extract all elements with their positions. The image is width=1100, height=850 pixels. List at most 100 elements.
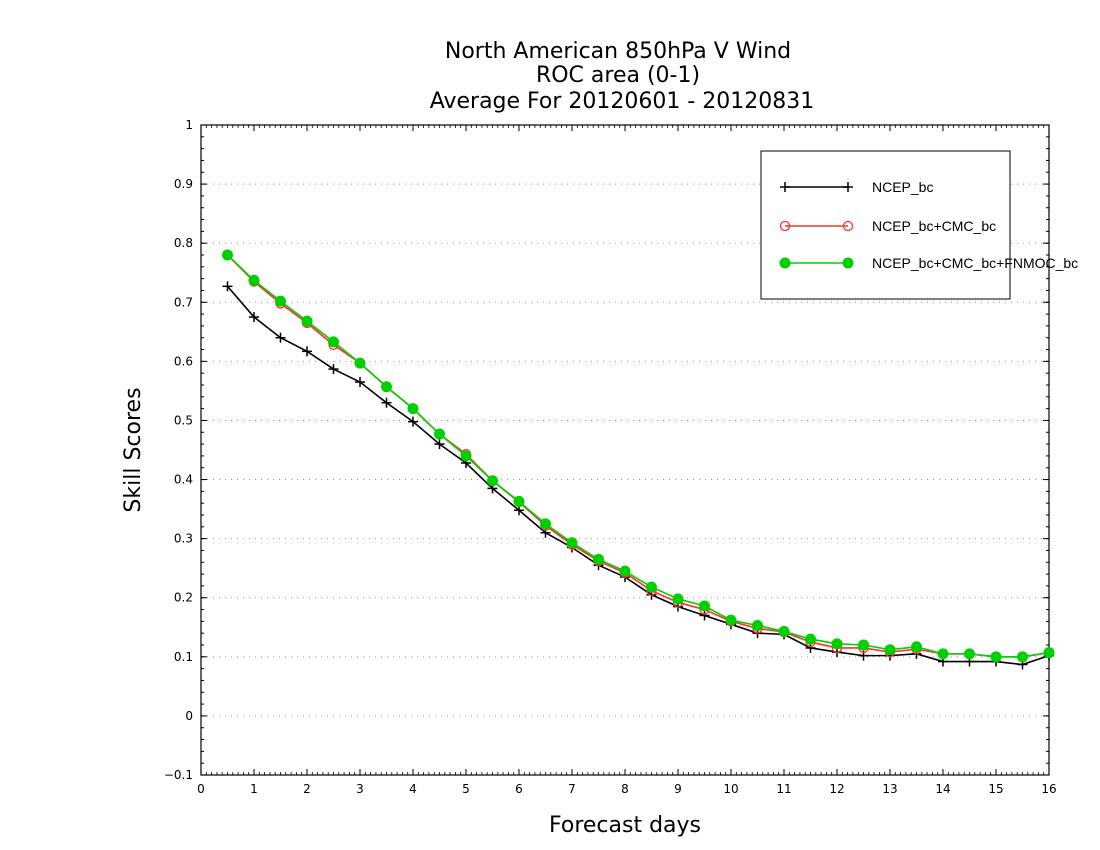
data-point [434,428,445,440]
data-point [354,357,366,369]
data-point [619,565,631,577]
data-point [487,475,498,487]
data-point [725,614,737,626]
legend-marker [780,182,790,192]
data-point [593,553,604,565]
legend-entry: NCEP_bc+CMC_bc [779,218,996,234]
data-point [831,638,843,650]
data-point [990,651,1002,663]
data-point [328,364,339,375]
y-tick-label: 0.4 [174,473,193,487]
data-point [275,295,286,307]
data-point [752,620,763,631]
data-point [355,377,365,388]
x-tick-label: 7 [568,782,576,796]
y-tick-label: 0.8 [174,236,193,250]
x-tick-label: 3 [356,782,364,796]
y-tick-label: 1 [185,118,193,132]
legend-marker [779,257,791,269]
data-point [646,581,657,593]
data-point [407,403,419,415]
series-line [226,254,1050,658]
data-point [778,625,790,637]
legend-marker [843,182,853,192]
x-axis-ticks: 0 1 2 3 4 5 6 7 8 9 10 11 12 13 14 15 16 [197,125,1057,796]
x-tick-label: 6 [515,782,523,796]
legend-marker [842,257,854,269]
title-line-3: Average For 20120601 - 20120831 [430,89,815,114]
x-tick-label: 10 [723,782,738,796]
data-point [566,537,578,549]
y-tick-label: 0.9 [174,177,193,191]
data-point [460,450,472,462]
data-point [328,336,339,348]
data-point [1017,651,1028,663]
legend: NCEP_bc NCEP_bc+CMC_bc NCEP_bc+CMC_bc+FNMO… [760,150,1078,300]
x-tick-label: 16 [1041,782,1056,796]
x-tick-label: 15 [988,782,1003,796]
series-0 [222,281,1054,670]
title-line-1: North American 850hPa V Wind [445,39,791,64]
x-tick-label: 8 [621,782,629,796]
data-point [540,527,551,538]
data-point [275,332,286,343]
legend-entry: NCEP_bc [780,179,933,195]
data-point [805,642,816,653]
y-tick-label: 0.2 [174,591,193,605]
data-point [222,281,233,292]
chart-title: North American 850hPa V Wind ROC area (0… [430,39,815,114]
y-tick-label: −0.1 [164,768,193,782]
data-point [672,593,684,605]
series-layer [222,249,1055,670]
data-point [513,495,525,507]
data-point [302,346,312,357]
data-point [699,610,710,621]
data-point [248,274,260,286]
data-point [249,312,259,323]
data-point [911,641,922,653]
legend-entry: NCEP_bc+CMC_bc+FNMOC_bc [779,255,1078,271]
y-tick-label: 0.7 [174,295,193,309]
legend-label: NCEP_bc+CMC_bc+FNMOC_bc [872,255,1078,271]
y-axis-label: Skill Scores [121,387,146,512]
legend-label: NCEP_bc [872,179,933,195]
legend-marker [842,220,854,232]
y-axis-ticks: −0.1 0 0.1 0.2 0.3 0.4 0.5 0.6 0.7 0.8 0.9 1 [164,118,1049,782]
y-tick-label: 0 [185,709,193,723]
x-tick-label: 14 [935,782,950,796]
data-point [884,644,896,656]
legend-label: NCEP_bc+CMC_bc [872,218,996,234]
y-tick-label: 0.5 [174,413,193,427]
data-point [540,518,551,530]
series-line [226,285,1050,666]
y-tick-label: 0.1 [174,650,193,664]
data-point [301,315,313,327]
x-tick-label: 4 [409,782,417,796]
data-point [858,639,869,651]
data-point [408,416,418,427]
x-tick-label: 0 [197,782,205,796]
x-axis-label: Forecast days [549,813,701,838]
data-point [381,381,392,393]
y-tick-label: 0.6 [174,354,193,368]
x-tick-label: 2 [303,782,311,796]
x-tick-label: 12 [829,782,844,796]
x-tick-label: 5 [462,782,470,796]
series-1 [222,249,1055,662]
y-tick-label: 0.3 [174,532,193,546]
legend-box [760,150,1011,300]
data-point [381,397,392,408]
data-point [699,600,710,612]
x-tick-label: 1 [250,782,258,796]
data-point [805,633,816,645]
data-point [434,439,445,450]
data-point [1043,647,1055,659]
data-point [937,648,949,660]
x-tick-label: 9 [674,782,682,796]
series-line [226,254,1050,658]
x-tick-label: 11 [776,782,791,796]
x-tick-label: 13 [882,782,897,796]
data-point [964,648,975,660]
data-point [222,249,233,261]
